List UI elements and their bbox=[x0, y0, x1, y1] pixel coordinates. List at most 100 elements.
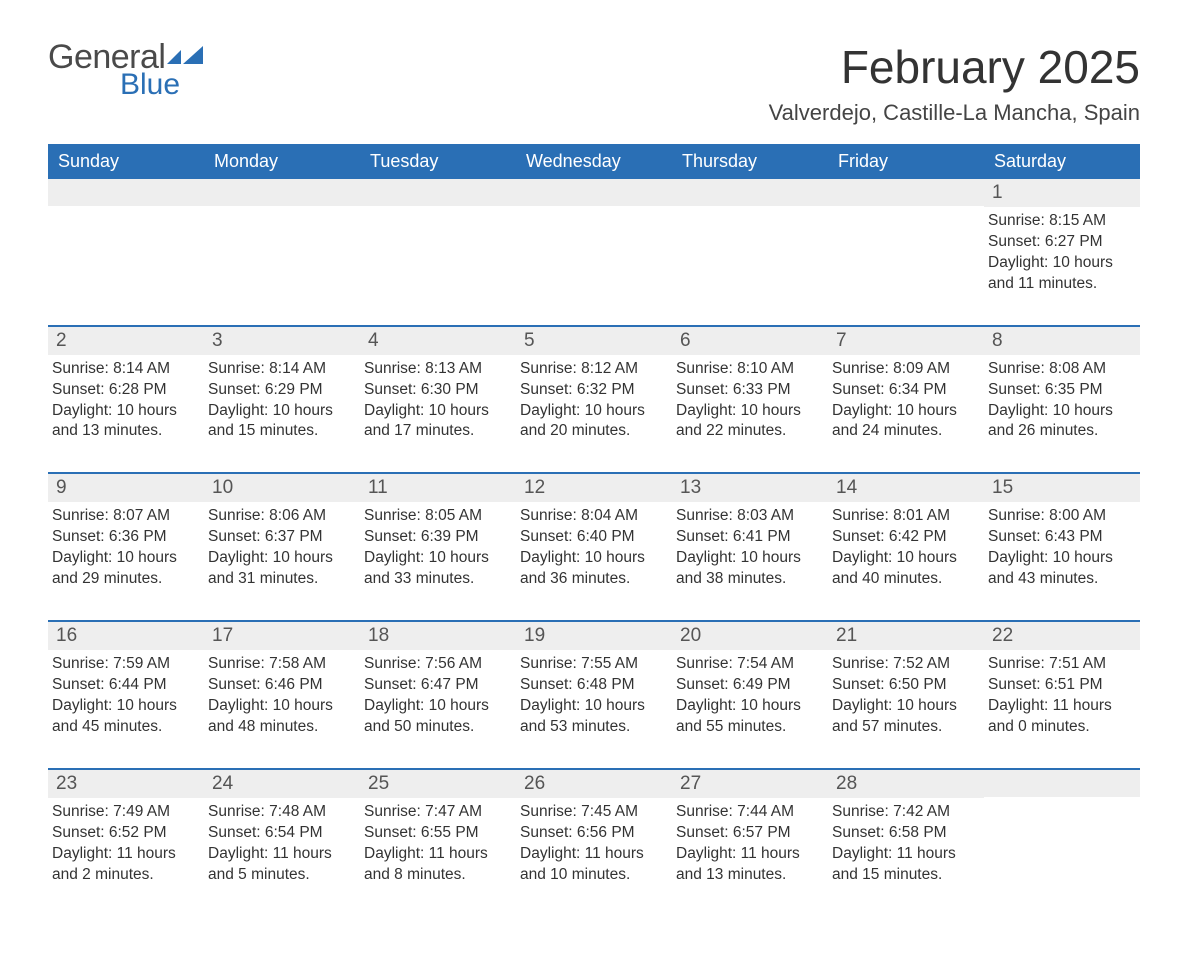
daylight-line: Daylight: 10 hours and 53 minutes. bbox=[520, 696, 662, 738]
sunset-line: Sunset: 6:56 PM bbox=[520, 823, 662, 844]
day-number-row: 20 bbox=[672, 622, 828, 650]
day-details: Sunrise: 7:54 AMSunset: 6:49 PMDaylight:… bbox=[676, 654, 818, 738]
daylight-line: Daylight: 11 hours and 5 minutes. bbox=[208, 844, 350, 886]
day-number-empty bbox=[204, 179, 360, 206]
day-number: 19 bbox=[524, 625, 545, 646]
day-number-row: 15 bbox=[984, 474, 1140, 502]
sunrise-line: Sunrise: 8:10 AM bbox=[676, 359, 818, 380]
day-number: 21 bbox=[836, 625, 857, 646]
day-number-row: 16 bbox=[48, 622, 204, 650]
day-details: Sunrise: 8:08 AMSunset: 6:35 PMDaylight:… bbox=[988, 359, 1130, 443]
day-number: 18 bbox=[368, 625, 389, 646]
day-details: Sunrise: 7:45 AMSunset: 6:56 PMDaylight:… bbox=[520, 802, 662, 886]
day-details: Sunrise: 7:55 AMSunset: 6:48 PMDaylight:… bbox=[520, 654, 662, 738]
sunset-line: Sunset: 6:27 PM bbox=[988, 232, 1130, 253]
day-cell bbox=[360, 179, 516, 325]
day-number-empty bbox=[48, 179, 204, 206]
sunrise-line: Sunrise: 8:12 AM bbox=[520, 359, 662, 380]
day-number: 10 bbox=[212, 477, 233, 498]
day-number: 4 bbox=[368, 330, 379, 351]
day-number: 8 bbox=[992, 330, 1003, 351]
day-cell bbox=[828, 179, 984, 325]
day-details: Sunrise: 8:05 AMSunset: 6:39 PMDaylight:… bbox=[364, 506, 506, 590]
day-number-row: 23 bbox=[48, 770, 204, 798]
day-number-row: 7 bbox=[828, 327, 984, 355]
sunset-line: Sunset: 6:33 PM bbox=[676, 380, 818, 401]
logo: General Blue bbox=[48, 40, 205, 100]
day-cell bbox=[984, 770, 1140, 916]
day-cell: 15Sunrise: 8:00 AMSunset: 6:43 PMDayligh… bbox=[984, 474, 1140, 620]
sunrise-line: Sunrise: 7:44 AM bbox=[676, 802, 818, 823]
day-cell: 23Sunrise: 7:49 AMSunset: 6:52 PMDayligh… bbox=[48, 770, 204, 916]
sunset-line: Sunset: 6:58 PM bbox=[832, 823, 974, 844]
day-cell: 27Sunrise: 7:44 AMSunset: 6:57 PMDayligh… bbox=[672, 770, 828, 916]
day-details: Sunrise: 7:48 AMSunset: 6:54 PMDaylight:… bbox=[208, 802, 350, 886]
day-cell: 17 Sunrise: 7:58 AMSunset: 6:46 PMDayligh… bbox=[204, 622, 360, 768]
weekday-label: Sunday bbox=[48, 144, 204, 179]
sunset-line: Sunset: 6:34 PM bbox=[832, 380, 974, 401]
day-cell: 3Sunrise: 8:14 AMSunset: 6:29 PMDaylight… bbox=[204, 327, 360, 473]
day-number-row: 11 bbox=[360, 474, 516, 502]
day-number-empty bbox=[984, 770, 1140, 797]
sunrise-line: Sunrise: 8:03 AM bbox=[676, 506, 818, 527]
day-number: 1 bbox=[992, 182, 1003, 203]
day-cell: 22Sunrise: 7:51 AMSunset: 6:51 PMDayligh… bbox=[984, 622, 1140, 768]
week-row: 16Sunrise: 7:59 AMSunset: 6:44 PMDayligh… bbox=[48, 620, 1140, 768]
day-number-row: 18 bbox=[360, 622, 516, 650]
daylight-line: Daylight: 10 hours and 38 minutes. bbox=[676, 548, 818, 590]
sunrise-line: Sunrise: 8:04 AM bbox=[520, 506, 662, 527]
sunset-line: Sunset: 6:51 PM bbox=[988, 675, 1130, 696]
day-number: 5 bbox=[524, 330, 535, 351]
day-cell: 19 Sunrise: 7:55 AMSunset: 6:48 PMDayligh… bbox=[516, 622, 672, 768]
day-number: 16 bbox=[56, 625, 77, 646]
day-number-row: 12 bbox=[516, 474, 672, 502]
day-number: 23 bbox=[56, 773, 77, 794]
daylight-line: Daylight: 10 hours and 31 minutes. bbox=[208, 548, 350, 590]
day-number-row: 25 bbox=[360, 770, 516, 798]
daylight-line: Daylight: 10 hours and 17 minutes. bbox=[364, 401, 506, 443]
weekday-header: Sunday Monday Tuesday Wednesday Thursday… bbox=[48, 144, 1140, 179]
day-cell: 8 Sunrise: 8:08 AMSunset: 6:35 PMDaylight… bbox=[984, 327, 1140, 473]
sunset-line: Sunset: 6:54 PM bbox=[208, 823, 350, 844]
day-number: 13 bbox=[680, 477, 701, 498]
day-number-empty bbox=[672, 179, 828, 206]
day-cell bbox=[672, 179, 828, 325]
day-number-empty bbox=[828, 179, 984, 206]
sunset-line: Sunset: 6:48 PM bbox=[520, 675, 662, 696]
day-number-row: 5 bbox=[516, 327, 672, 355]
day-cell: 28Sunrise: 7:42 AMSunset: 6:58 PMDayligh… bbox=[828, 770, 984, 916]
calendar: Sunday Monday Tuesday Wednesday Thursday… bbox=[48, 144, 1140, 915]
day-number: 11 bbox=[368, 477, 388, 498]
week-row: 9Sunrise: 8:07 AMSunset: 6:36 PMDaylight… bbox=[48, 472, 1140, 620]
sunrise-line: Sunrise: 7:54 AM bbox=[676, 654, 818, 675]
day-details: Sunrise: 8:09 AMSunset: 6:34 PMDaylight:… bbox=[832, 359, 974, 443]
daylight-line: Daylight: 10 hours and 13 minutes. bbox=[52, 401, 194, 443]
day-details: Sunrise: 8:15 AMSunset: 6:27 PMDaylight:… bbox=[988, 211, 1130, 295]
day-number-row: 17 bbox=[204, 622, 360, 650]
sunset-line: Sunset: 6:47 PM bbox=[364, 675, 506, 696]
weekday-label: Thursday bbox=[672, 144, 828, 179]
day-cell: 14Sunrise: 8:01 AMSunset: 6:42 PMDayligh… bbox=[828, 474, 984, 620]
day-number: 7 bbox=[836, 330, 847, 351]
sunset-line: Sunset: 6:55 PM bbox=[364, 823, 506, 844]
day-details: Sunrise: 7:51 AMSunset: 6:51 PMDaylight:… bbox=[988, 654, 1130, 738]
daylight-line: Daylight: 11 hours and 0 minutes. bbox=[988, 696, 1130, 738]
daylight-line: Daylight: 11 hours and 13 minutes. bbox=[676, 844, 818, 886]
weekday-label: Saturday bbox=[984, 144, 1140, 179]
daylight-line: Daylight: 10 hours and 24 minutes. bbox=[832, 401, 974, 443]
day-number-empty bbox=[360, 179, 516, 206]
day-number-row: 27 bbox=[672, 770, 828, 798]
sunset-line: Sunset: 6:28 PM bbox=[52, 380, 194, 401]
weekday-label: Friday bbox=[828, 144, 984, 179]
daylight-line: Daylight: 10 hours and 36 minutes. bbox=[520, 548, 662, 590]
day-cell: 16Sunrise: 7:59 AMSunset: 6:44 PMDayligh… bbox=[48, 622, 204, 768]
daylight-line: Daylight: 11 hours and 15 minutes. bbox=[832, 844, 974, 886]
day-number-row: 1 bbox=[984, 179, 1140, 207]
day-details: Sunrise: 7:42 AMSunset: 6:58 PMDaylight:… bbox=[832, 802, 974, 886]
day-details: Sunrise: 7:58 AMSunset: 6:46 PMDaylight:… bbox=[208, 654, 350, 738]
weekday-label: Monday bbox=[204, 144, 360, 179]
sunrise-line: Sunrise: 8:07 AM bbox=[52, 506, 194, 527]
day-number: 3 bbox=[212, 330, 223, 351]
sunset-line: Sunset: 6:41 PM bbox=[676, 527, 818, 548]
daylight-line: Daylight: 10 hours and 40 minutes. bbox=[832, 548, 974, 590]
